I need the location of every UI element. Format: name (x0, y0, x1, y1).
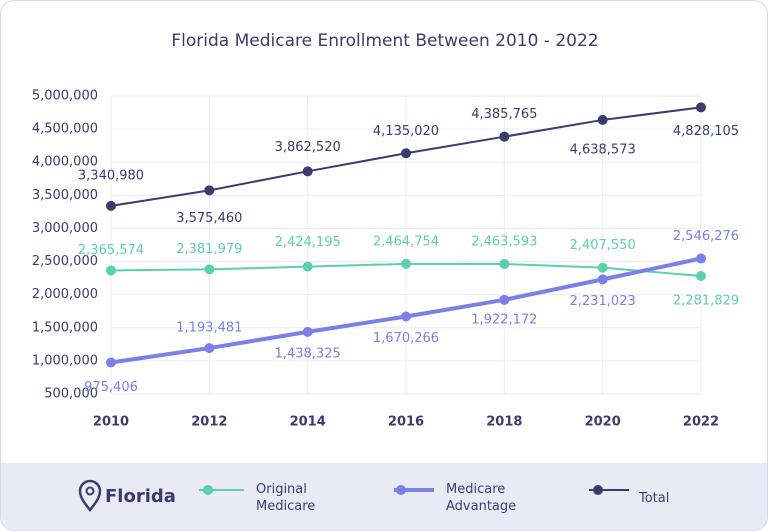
data-point (696, 102, 706, 113)
data-label: 2,464,754 (373, 234, 439, 249)
data-label: 3,862,520 (275, 140, 341, 155)
legend-label: Total (639, 490, 670, 506)
data-point (106, 200, 116, 211)
data-label: 2,407,550 (570, 238, 636, 253)
location-pin (78, 479, 102, 512)
data-label: 1,922,172 (471, 312, 537, 327)
data-label: 975,406 (84, 380, 138, 395)
data-point (499, 258, 510, 269)
data-point (204, 185, 215, 196)
data-point (401, 148, 411, 159)
data-label: 4,385,765 (471, 107, 537, 122)
legend-swatch-dot (203, 485, 213, 495)
data-point (302, 166, 313, 177)
x-tick-label: 2010 (93, 415, 129, 430)
location-pin-dot (85, 486, 95, 496)
y-tick-label: 500,000 (44, 387, 98, 402)
data-point (597, 262, 608, 273)
x-tick-label: 2022 (683, 415, 719, 430)
data-label: 2,281,829 (673, 294, 739, 309)
data-point (499, 131, 510, 142)
data-point (696, 253, 706, 264)
data-point (204, 264, 215, 275)
y-tick-label: 1,500,000 (32, 320, 98, 335)
data-label: 2,381,979 (176, 242, 242, 257)
x-tick-label: 2020 (585, 415, 621, 430)
y-tick-label: 2,500,000 (32, 254, 98, 269)
legend-label: Medicare Advantage (446, 482, 517, 514)
x-tick-label: 2018 (486, 415, 522, 430)
legend-band (1, 463, 767, 530)
data-label: 4,828,105 (673, 124, 739, 139)
data-point (401, 258, 411, 269)
data-label: 3,575,460 (176, 211, 242, 226)
y-tick-label: 2,000,000 (32, 287, 98, 302)
data-point (106, 357, 116, 368)
data-point (401, 311, 411, 322)
data-label: 1,438,325 (275, 346, 341, 361)
data-point (204, 343, 215, 354)
data-label: 1,193,481 (176, 321, 242, 336)
x-tick-label: 2014 (290, 415, 326, 430)
data-label: 2,365,574 (78, 243, 144, 258)
data-label: 2,231,023 (570, 294, 636, 309)
data-point (696, 271, 706, 282)
y-tick-label: 4,000,000 (32, 155, 98, 170)
data-label: 2,463,593 (471, 234, 537, 249)
data-point (597, 274, 608, 285)
legend-swatch-dot (593, 485, 603, 495)
data-label: 4,135,020 (373, 124, 439, 139)
y-tick-label: 3,000,000 (32, 221, 98, 236)
data-label: 2,424,195 (275, 235, 341, 250)
legend-title: Florida (105, 486, 176, 507)
data-point (499, 294, 510, 305)
data-point (302, 261, 313, 272)
data-point (597, 114, 608, 125)
data-label: 1,670,266 (373, 331, 439, 346)
legend-label: Original Medicare (256, 482, 316, 514)
legend-swatch-dot (396, 485, 406, 495)
chart-title: Florida Medicare Enrollment Between 2010… (171, 31, 598, 51)
x-tick-label: 2012 (191, 415, 227, 430)
data-point (106, 265, 116, 276)
data-point (302, 326, 313, 337)
y-tick-label: 4,500,000 (32, 122, 98, 137)
y-tick-label: 1,000,000 (32, 353, 98, 368)
y-tick-label: 5,000,000 (32, 89, 98, 104)
x-tick-label: 2016 (388, 415, 424, 430)
data-label: 3,340,980 (78, 168, 144, 183)
data-label: 4,638,573 (570, 142, 636, 157)
y-tick-label: 3,500,000 (32, 188, 98, 203)
data-label: 2,546,276 (673, 229, 739, 244)
